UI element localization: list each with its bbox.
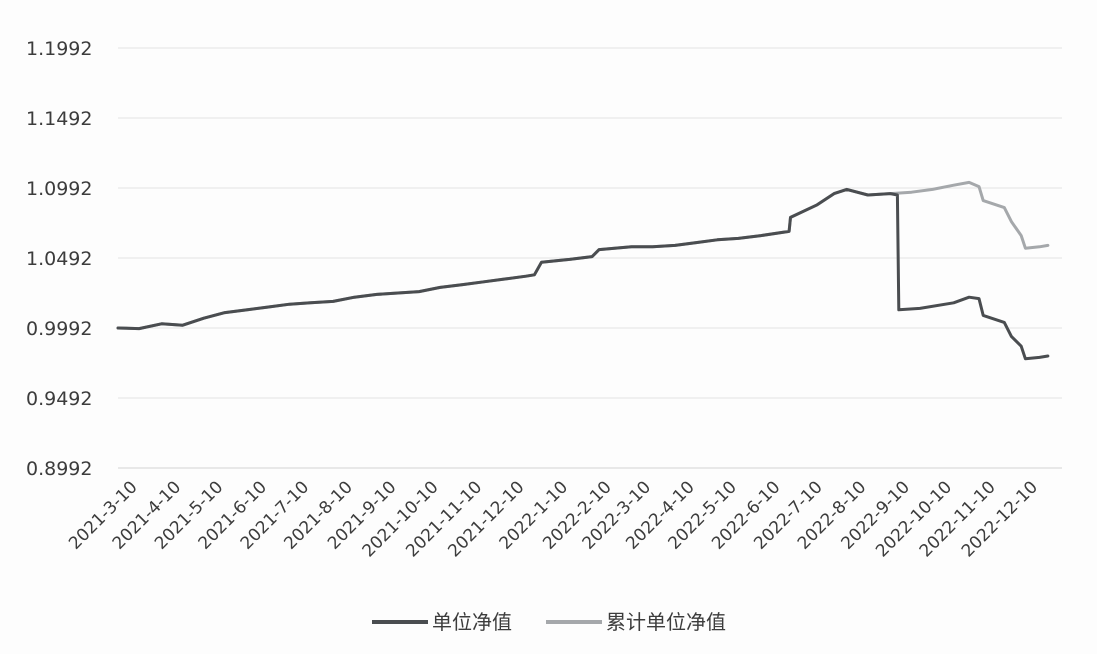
y-tick-label: 1.1492	[26, 108, 92, 130]
series-line	[116, 187, 1050, 361]
y-tick-label: 0.8992	[26, 458, 92, 480]
series-lines	[116, 180, 1050, 361]
series-line	[116, 180, 1050, 331]
y-axis-tick-labels: 0.8992 0.9492 0.9992 1.0492 1.0992 1.1492 1.19…	[26, 38, 92, 480]
y-tick-label: 1.0992	[26, 178, 92, 200]
legend-label: 单位净值	[432, 610, 512, 634]
y-tick-label: 1.1992	[26, 38, 92, 60]
x-axis-tick-labels: 2021-3-102021-4-102021-5-102021-6-102021…	[65, 477, 1042, 561]
y-tick-label: 1.0492	[26, 248, 92, 270]
y-tick-label: 0.9492	[26, 388, 92, 410]
legend-label: 累计单位净值	[606, 610, 726, 634]
gridlines	[118, 47, 1062, 469]
y-tick-label: 0.9992	[26, 318, 92, 340]
legend: 单位净值 累计单位净值	[372, 610, 726, 634]
